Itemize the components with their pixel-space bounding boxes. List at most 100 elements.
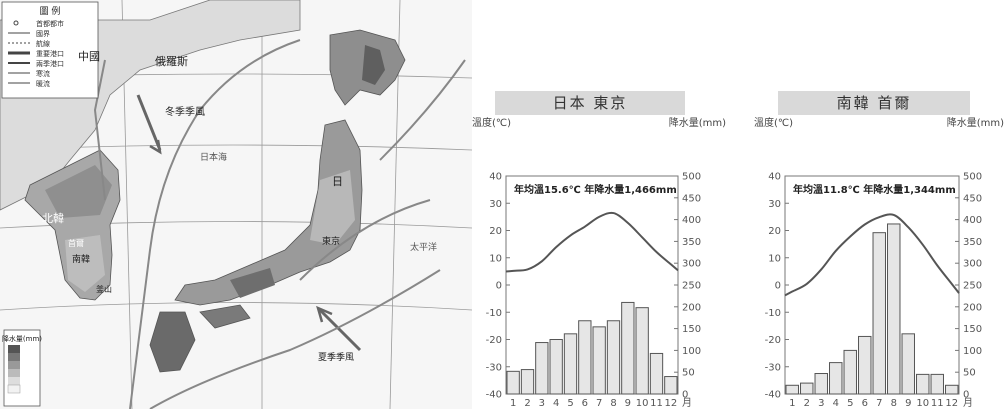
chart-annotation: 年均溫15.6℃ 年降水量1,466mm	[514, 183, 677, 196]
temp-tick-label: -30	[486, 362, 502, 373]
precip-tick-label: 250	[963, 281, 982, 292]
month-tick-label: 8	[891, 398, 897, 409]
precip-bar	[506, 370, 520, 395]
temp-tick-label: 20	[489, 226, 502, 237]
precip-tick-label: 100	[682, 346, 701, 357]
precip-legend: 降水量(mm)	[2, 329, 42, 407]
precip-tick-label: 300	[682, 259, 701, 270]
chart-annotation: 年均溫11.8℃ 年降水量1,344mm	[793, 183, 956, 196]
month-unit-label: 月	[682, 397, 692, 409]
precip-tick-label: 500	[963, 172, 982, 183]
month-tick-label: 9	[625, 398, 631, 409]
month-tick-label: 5	[847, 398, 853, 409]
precip-tick-label: 200	[682, 302, 701, 313]
month-tick-label: 11	[931, 398, 944, 409]
legend-item: 兩季港口	[36, 59, 64, 68]
precip-bar	[800, 382, 814, 395]
month-unit-label: 月	[963, 397, 973, 409]
map-legend: 圖 例 首都都市 國界 航線 重要港口 兩季港口 寒流 暖流	[1, 1, 99, 99]
temperature-line	[505, 211, 679, 273]
month-tick-label: 12	[664, 398, 677, 409]
temp-tick-label: 20	[768, 226, 781, 237]
precip-bar	[930, 373, 944, 395]
month-tick-label: 7	[876, 398, 882, 409]
precip-tick-label: 50	[682, 368, 695, 379]
temp-tick-label: -40	[765, 390, 781, 401]
temp-tick-label: 40	[768, 172, 781, 183]
temp-tick-label: -40	[486, 390, 502, 401]
temp-tick-label: 0	[496, 281, 502, 292]
plot-area	[784, 175, 960, 395]
legend-title: 圖 例	[40, 5, 61, 17]
temp-axis-label: 溫度(℃)	[472, 116, 511, 129]
temp-tick-label: 0	[775, 281, 781, 292]
label-tokyo: 東京	[322, 235, 340, 247]
label-sea-japan: 日本海	[200, 151, 227, 163]
precip-bar	[606, 320, 621, 395]
legend-item: 首都都市	[36, 19, 64, 28]
precip-bar	[549, 339, 563, 395]
label-summer-monsoon: 夏季季風	[318, 351, 354, 363]
temp-tick-label: -20	[765, 335, 781, 346]
month-tick-label: 4	[833, 398, 839, 409]
legend-item: 寒流	[36, 69, 50, 78]
climate-chart-tokyo: 溫度(℃) 降水量(mm)403020100-10-20-30-405004504…	[472, 116, 726, 409]
precip-tick-label: 400	[682, 215, 701, 226]
precip-bar	[649, 352, 664, 395]
precip-bar	[535, 342, 549, 395]
temp-tick-label: -30	[765, 362, 781, 373]
label-north-korea: 北韓	[42, 212, 64, 225]
chart-title-tokyo: 日本 東京	[495, 91, 685, 115]
temp-tick-label: -20	[486, 335, 502, 346]
temp-tick-label: 30	[489, 199, 502, 210]
precip-tick-label: 0	[682, 390, 688, 401]
month-tick-label: 7	[596, 398, 602, 409]
honshu	[174, 119, 363, 306]
month-tick-label: 3	[818, 398, 824, 409]
precip-bar	[887, 223, 901, 395]
precip-tick-label: 0	[963, 390, 969, 401]
temp-axis-label: 溫度(℃)	[754, 116, 793, 129]
label-seoul: 首爾	[68, 238, 84, 248]
month-tick-label: 2	[524, 398, 530, 409]
east-asia-map: 圖 例 首都都市 國界 航線 重要港口 兩季港口 寒流 暖流 降水量(mm)	[0, 0, 472, 409]
precip-bar	[916, 373, 930, 395]
precip-tick-label: 150	[682, 324, 701, 335]
label-busan: 釜山	[96, 284, 112, 294]
precip-tick-label: 250	[682, 281, 701, 292]
precip-tick-label: 300	[963, 259, 982, 270]
legend-item: 國界	[36, 30, 50, 38]
temp-tick-label: -10	[765, 308, 781, 319]
label-china: 中國	[78, 50, 100, 63]
month-tick-label: 1	[789, 398, 795, 409]
month-tick-label: 8	[610, 398, 616, 409]
month-tick-label: 3	[539, 398, 545, 409]
precip-bar	[901, 333, 915, 395]
month-tick-label: 6	[862, 398, 868, 409]
precip-tick-label: 50	[963, 368, 976, 379]
kyushu	[149, 311, 196, 373]
label-japan: 日	[332, 175, 343, 188]
precip-bar	[785, 384, 799, 395]
svg-text:降水量(mm): 降水量(mm)	[2, 334, 42, 343]
label-pacific: 太平洋	[410, 241, 437, 253]
climate-chart-seoul: 溫度(℃) 降水量(mm)403020100-10-20-30-405004504…	[754, 116, 1004, 409]
label-russia: 俄羅斯	[155, 55, 188, 68]
precip-bar	[858, 335, 872, 395]
precip-bar	[814, 373, 828, 395]
month-tick-label: 12	[945, 398, 958, 409]
month-tick-label: 5	[567, 398, 573, 409]
plot-area	[505, 175, 679, 395]
precip-tick-label: 100	[963, 346, 982, 357]
month-tick-label: 11	[650, 398, 663, 409]
temp-tick-label: 40	[489, 172, 502, 183]
precip-tick-label: 350	[963, 237, 982, 248]
shikoku	[199, 304, 251, 329]
precip-bar	[578, 320, 592, 395]
precip-bar	[945, 384, 959, 395]
precip-bar	[621, 301, 635, 395]
precip-tick-label: 200	[963, 302, 982, 313]
precip-bar	[872, 232, 886, 395]
label-south-korea: 南韓	[72, 253, 90, 265]
legend-item: 重要港口	[36, 49, 64, 58]
